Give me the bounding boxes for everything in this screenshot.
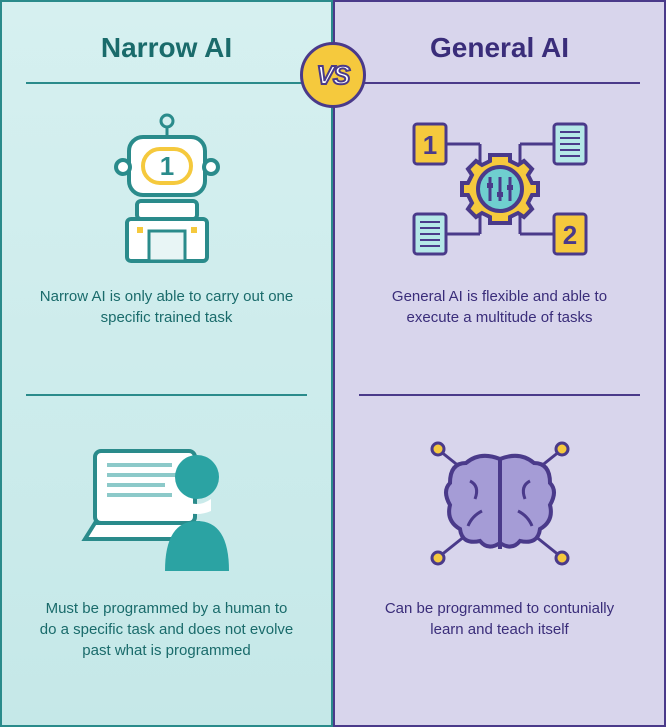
svg-text:1: 1	[159, 151, 173, 181]
general-section-1: 1 2	[359, 104, 640, 394]
general-desc-2: Can be programmed to contunially learn a…	[359, 598, 640, 660]
robot-icon: 1	[26, 104, 307, 274]
general-ai-title: General AI	[359, 32, 640, 64]
narrow-ai-column: Narrow AI 1 Narrow AI is only able to ca…	[0, 0, 333, 727]
vs-badge: VS	[300, 42, 366, 108]
general-desc-1: General AI is flexible and able to execu…	[359, 286, 640, 348]
divider	[359, 82, 640, 84]
narrow-ai-title: Narrow AI	[26, 32, 307, 64]
narrow-section-1: 1 Narrow AI is only able to carry out on…	[26, 104, 307, 394]
divider	[26, 394, 307, 396]
narrow-desc-2: Must be programmed by a human to do a sp…	[26, 598, 307, 681]
svg-text:1: 1	[422, 130, 436, 160]
general-ai-column: General AI 1	[333, 0, 666, 727]
divider	[26, 82, 307, 84]
general-section-2: Can be programmed to contunially learn a…	[359, 416, 640, 706]
narrow-desc-1: Narrow AI is only able to carry out one …	[26, 286, 307, 348]
gear-multitask-icon: 1 2	[359, 104, 640, 274]
person-laptop-icon	[26, 416, 307, 586]
divider	[359, 394, 640, 396]
vs-text: VS	[317, 60, 350, 91]
svg-text:2: 2	[562, 220, 576, 250]
narrow-section-2: Must be programmed by a human to do a sp…	[26, 416, 307, 706]
brain-circuit-icon	[359, 416, 640, 586]
